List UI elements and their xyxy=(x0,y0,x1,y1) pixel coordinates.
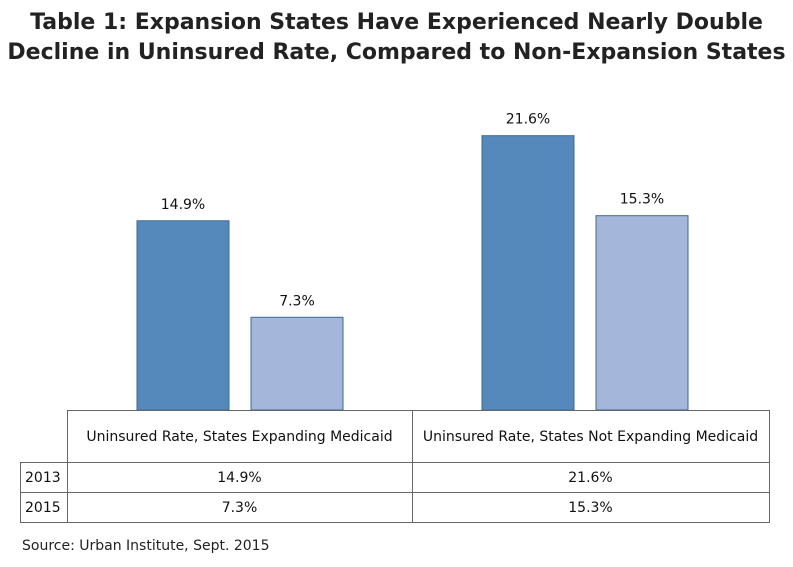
table-header-row: Uninsured Rate, States Expanding Medicai… xyxy=(20,410,770,463)
data-table: Uninsured Rate, States Expanding Medicai… xyxy=(20,410,770,523)
bar-2015-not-expanding xyxy=(595,215,689,410)
table-row: 2013 14.9% 21.6% xyxy=(20,462,770,493)
table-header-not-expanding: Uninsured Rate, States Not Expanding Med… xyxy=(411,410,770,463)
bar-2015-expanding xyxy=(250,316,344,410)
table-row: 2015 7.3% 15.3% xyxy=(20,492,770,523)
data-label-2013-not-expanding: 21.6% xyxy=(506,112,550,128)
table-row-label-2013: 2013 xyxy=(20,462,68,493)
source-note: Source: Urban Institute, Sept. 2015 xyxy=(22,538,270,554)
data-label-2015-expanding: 7.3% xyxy=(279,293,315,309)
table-corner-cell xyxy=(20,410,68,463)
chart-title-line-1: Table 1: Expansion States Have Experienc… xyxy=(30,10,763,35)
table-cell-2015-expanding: 7.3% xyxy=(66,492,413,523)
bar-2013-not-expanding xyxy=(481,135,575,410)
table-cell-2013-expanding: 14.9% xyxy=(66,462,413,493)
chart-title-line-2: Decline in Uninsured Rate, Compared to N… xyxy=(7,40,786,65)
table-row-label-2015: 2015 xyxy=(20,492,68,523)
data-label-2013-expanding: 14.9% xyxy=(161,197,205,213)
table-cell-2013-not-expanding: 21.6% xyxy=(411,462,770,493)
chart-title: Table 1: Expansion States Have Experienc… xyxy=(0,8,793,68)
table-header-expanding: Uninsured Rate, States Expanding Medicai… xyxy=(66,410,413,463)
bar-2013-expanding xyxy=(136,220,230,410)
data-label-2015-not-expanding: 15.3% xyxy=(620,192,664,208)
table-cell-2015-not-expanding: 15.3% xyxy=(411,492,770,523)
bar-chart: 14.9% 7.3% 21.6% 15.3% xyxy=(136,112,689,410)
